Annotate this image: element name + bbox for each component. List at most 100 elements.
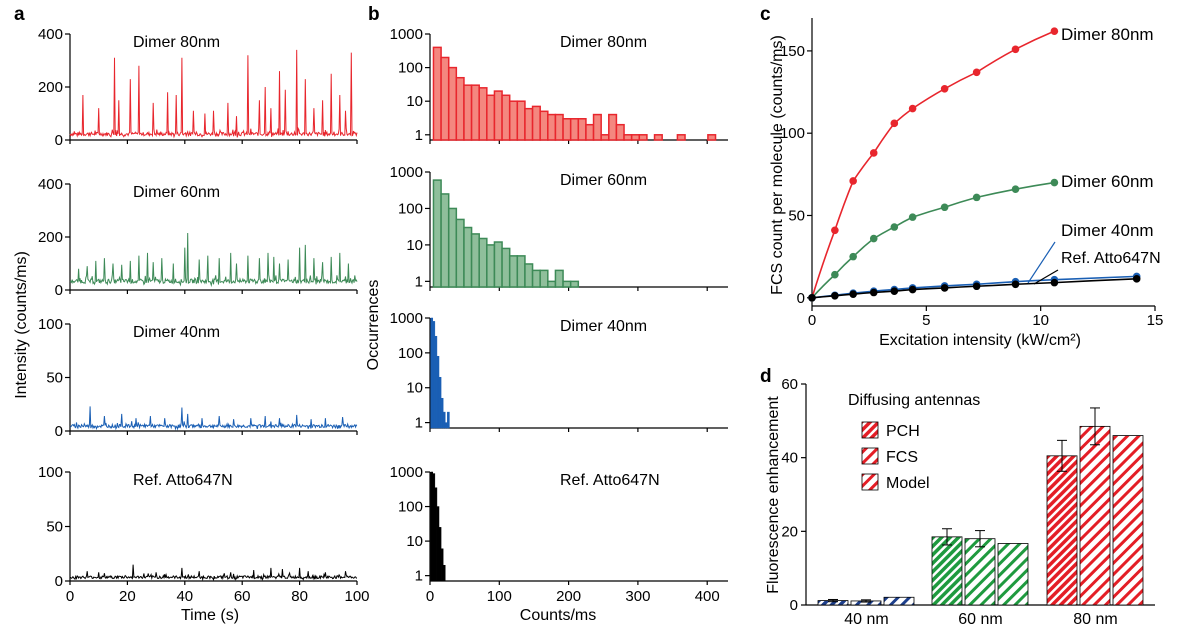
legend-label: FCS (886, 449, 918, 466)
y-tick-label: 0 (55, 573, 63, 590)
data-point (909, 105, 917, 113)
data-point (891, 120, 899, 128)
intensity-trace (70, 406, 357, 429)
y-tick-label: 100 (398, 499, 423, 516)
intensity-trace (70, 565, 357, 580)
enhancement-bar (998, 543, 1028, 605)
histogram-bin (548, 281, 556, 287)
histogram-bin (437, 356, 439, 428)
y-tick-label: 100 (398, 345, 423, 362)
histogram-bin (479, 88, 487, 140)
y-tick-label: 50 (788, 207, 805, 224)
enhancement-bar (965, 539, 995, 605)
data-point (870, 149, 878, 157)
x-tick-label: 40 (176, 588, 193, 605)
histogram-bin (540, 270, 548, 287)
histogram-label: Dimer 80nm (560, 34, 647, 51)
data-point (1051, 279, 1059, 287)
histogram-bin (517, 101, 525, 140)
histogram-bin (439, 527, 441, 581)
histogram-bin (449, 68, 457, 140)
histogram-bin (433, 180, 441, 287)
y-tick-label: 0 (55, 423, 63, 440)
y-tick-label: 100 (38, 464, 63, 481)
y-tick-label: 1000 (390, 464, 423, 481)
enhancement-bar (1113, 436, 1143, 605)
histogram-bin (437, 507, 439, 581)
data-point (973, 282, 981, 290)
legend-label: PCH (886, 423, 920, 440)
x-tick-label: 100 (487, 588, 512, 605)
x-tick-label: 80 (291, 588, 308, 605)
histogram-bin (443, 412, 445, 428)
histogram-bin (443, 565, 445, 581)
histogram-bin (441, 194, 449, 287)
series-label-blue: Dimer 40nm (1061, 221, 1154, 240)
histogram-bin (632, 135, 640, 140)
histogram-bin (449, 208, 457, 287)
histogram-bin (441, 398, 443, 428)
y-tick-label: 1 (415, 127, 423, 144)
y-tick-label: 200 (38, 79, 63, 96)
leader-line (1028, 242, 1055, 283)
histogram-bin (586, 125, 594, 140)
category-label: 60 nm (958, 611, 1002, 627)
intensity-trace (70, 50, 357, 137)
histogram-bin (655, 135, 663, 140)
trace-label: Dimer 40nm (133, 324, 220, 341)
data-point (849, 177, 857, 185)
panel-d-ylabel: Fluorescence enhancement (765, 396, 782, 594)
histogram-bin (433, 474, 435, 581)
data-point (1012, 280, 1020, 288)
histogram-bin (548, 115, 556, 140)
data-point (909, 286, 917, 294)
data-point (891, 287, 899, 295)
histogram-label: Ref. Atto647N (560, 472, 660, 489)
y-tick-label: 10 (406, 237, 423, 254)
y-tick-label: 0 (797, 290, 805, 307)
legend-swatch (862, 448, 878, 464)
data-point (941, 85, 949, 93)
trace-label: Dimer 80nm (133, 34, 220, 51)
legend-swatch (862, 474, 878, 490)
y-tick-label: 1000 (390, 310, 423, 327)
y-tick-label: 100 (398, 200, 423, 217)
y-tick-label: 0 (55, 132, 63, 149)
category-label: 40 nm (844, 611, 888, 627)
y-tick-label: 100 (398, 60, 423, 77)
x-tick-label: 15 (1147, 312, 1164, 329)
x-tick-label: 10 (1032, 312, 1049, 329)
data-point (973, 194, 981, 202)
series-label-red: Dimer 80nm (1061, 25, 1154, 44)
trace-label: Ref. Atto647N (133, 472, 233, 489)
panel-c-scatter: 0501001500 5 10 15Dimer 80nmDimer 60nmDimer… (780, 18, 1163, 329)
panel-d-bars: 0 20 40 60 40 nm 60 nm 80 nm Diffusing antennas… (781, 376, 1155, 627)
legend-label: Model (886, 475, 930, 492)
y-tick-label: 50 (46, 519, 63, 536)
panel-label-d: d (760, 366, 772, 387)
x-tick-label: 100 (344, 588, 369, 605)
histogram-bin (555, 115, 563, 140)
x-tick-label: 0 (66, 588, 74, 605)
data-point (870, 235, 878, 243)
panel-label-a: a (14, 4, 25, 25)
x-tick-label: 200 (556, 588, 581, 605)
y-tick-label: 1 (415, 568, 423, 585)
panel-label-b: b (368, 4, 380, 25)
data-point (1133, 275, 1141, 283)
histogram-bin (533, 106, 541, 140)
data-point (891, 223, 899, 231)
panel-b-ylabel: Occurrences (365, 280, 382, 371)
histogram-bin (555, 270, 563, 287)
histogram-bin (464, 228, 472, 287)
histogram-bin (433, 321, 435, 428)
enhancement-bar (932, 537, 962, 605)
panel-b-xlabel: Counts/ms (520, 607, 596, 624)
histogram-bin (441, 549, 443, 581)
y-tick-label: 1 (415, 415, 423, 432)
data-point (941, 284, 949, 292)
y-tick-label: 20 (781, 523, 798, 540)
